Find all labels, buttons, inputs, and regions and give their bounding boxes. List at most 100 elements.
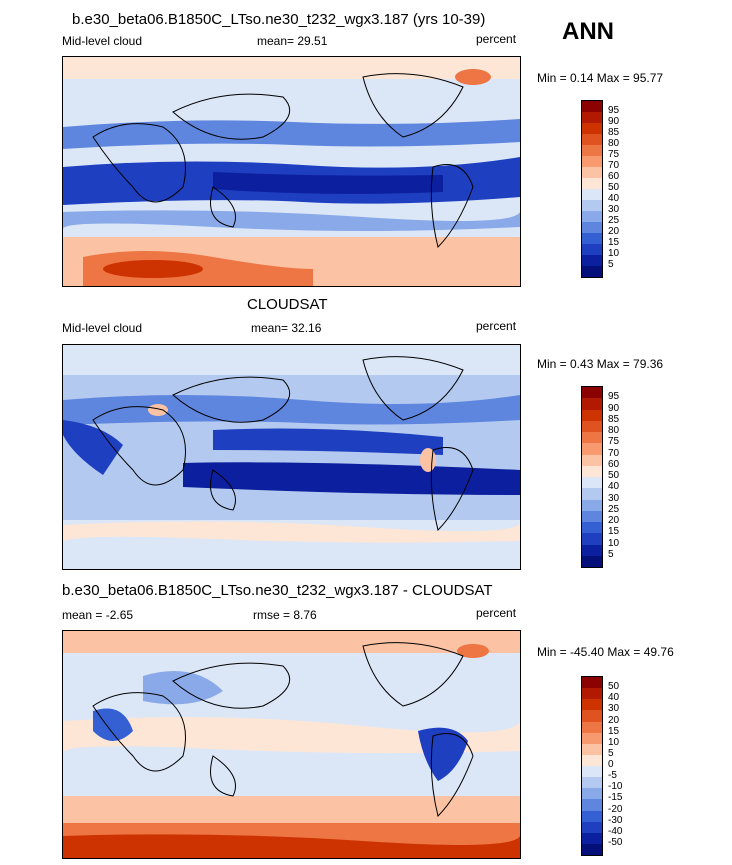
panel3-title: b.e30_beta06.B1850C_LTso.ne30_t232_wgx3.… [62,582,493,599]
colorbar-level-label: 70 [608,447,620,459]
colorbar-segment [582,454,602,466]
colorbar-segment [582,255,602,266]
colorbar-level-label: -5 [608,770,617,782]
panel1-colorbar-labels: 95 90 85 80 75 70 60 50 40 30 25 20 15 10 5 [608,100,648,276]
colorbar-segment [582,777,602,789]
colorbar-level-label: 10 [608,248,620,259]
panel2-minmax: Min = 0.43 Max = 79.36 [537,357,664,371]
colorbar-segment [582,810,602,822]
colorbar-segment [582,465,602,477]
panel2-mean: mean= 32.16 [251,321,322,335]
colorbar-level-label: 15 [608,725,620,737]
colorbar-segment [582,766,602,778]
colorbar-level-label: 15 [608,237,620,248]
panel1-left-label: Mid-level cloud [62,34,143,48]
colorbar-level-label: -40 [608,825,623,837]
colorbar-level-label: 95 [608,105,620,116]
season-label: ANN [562,18,614,45]
colorbar-segment [582,167,602,178]
colorbar-level-label: 80 [608,138,620,149]
colorbar-segment [582,799,602,811]
panel3-map [62,630,521,859]
panel3-minmax: Min = -45.40 Max = 49.76 [537,645,674,659]
colorbar-segment [582,156,602,167]
colorbar-segment [582,134,602,145]
colorbar-segment [582,754,602,766]
colorbar-segment [582,443,602,455]
colorbar-level-label: 30 [608,204,620,215]
colorbar-segment [582,743,602,755]
colorbar-segment [582,398,602,410]
colorbar-segment [582,832,602,844]
panel2-left-label: Mid-level cloud [62,321,143,335]
colorbar-level-label: 50 [608,182,620,193]
panel1-title: b.e30_beta06.B1850C_LTso.ne30_t232_wgx3.… [72,11,486,28]
colorbar-segment [582,244,602,255]
panel2-colorbar-labels: 95 90 85 80 75 70 60 50 40 30 25 20 15 10 5 [608,386,648,566]
colorbar-segment [582,112,602,123]
colorbar-level-label: 95 [608,391,620,403]
colorbar-level-label: 25 [608,503,620,515]
panel1-map [62,56,521,287]
colorbar-level-label: 90 [608,402,620,414]
panel1-mean: mean= 29.51 [257,34,328,48]
colorbar-segment [582,533,602,545]
colorbar-level-label: 25 [608,215,620,226]
panel3-mean: mean = -2.65 [62,608,134,622]
panel2-map [62,344,521,570]
colorbar-level-label: 80 [608,425,620,436]
colorbar-level-label: 50 [608,681,620,693]
colorbar-segment [582,409,602,421]
colorbar-segment [582,732,602,744]
colorbar-segment [582,488,602,500]
colorbar-level-label: 50 [608,470,620,481]
colorbar-level-label: 40 [608,692,620,704]
colorbar-segment [582,699,602,711]
panel2-colorbar [581,386,603,568]
colorbar-level-label: 85 [608,413,620,425]
colorbar-level-label: 20 [608,515,620,526]
colorbar-level-label: 10 [608,736,620,748]
colorbar-segment [582,477,602,489]
colorbar-level-label: 0 [608,759,614,770]
colorbar-segment [582,432,602,444]
colorbar-level-label: 60 [608,458,620,470]
colorbar-level-label: -15 [608,792,623,804]
colorbar-level-label: 75 [608,149,620,160]
colorbar-level-label: -50 [608,836,623,848]
colorbar-level-label: 60 [608,171,620,182]
colorbar-level-label: 10 [608,537,620,549]
panel3-colorbar-labels: 50 40 30 20 15 10 5 0 -5 -10 -15 -20 -30 -40 -50 [608,676,648,854]
colorbar-level-label: -10 [608,781,623,793]
colorbar-segment [582,710,602,722]
colorbar-segment [582,544,602,556]
colorbar-segment [582,555,602,567]
colorbar-level-label: -30 [608,814,623,826]
colorbar-segment [582,843,602,855]
colorbar-segment [582,420,602,432]
panel3-units: percent [476,606,517,620]
colorbar-level-label: 85 [608,127,620,138]
panel2-title: CLOUDSAT [247,296,328,313]
colorbar-level-label: 70 [608,160,620,171]
colorbar-level-label: -20 [608,803,623,815]
panel1-minmax: Min = 0.14 Max = 95.77 [537,71,664,85]
colorbar-level-label: 5 [608,548,614,560]
colorbar-level-label: 5 [608,747,614,759]
colorbar-segment [582,788,602,800]
colorbar-segment [582,821,602,833]
colorbar-level-label: 75 [608,436,620,448]
colorbar-level-label: 40 [608,193,620,204]
panel3-rmse: rmse = 8.76 [253,608,317,622]
colorbar-segment [582,189,602,200]
colorbar-level-label: 90 [608,116,620,127]
colorbar-level-label: 15 [608,526,620,538]
colorbar-segment [582,178,602,189]
colorbar-segment [582,499,602,511]
colorbar-segment [582,233,602,244]
colorbar-level-label: 30 [608,703,620,715]
colorbar-level-label: 20 [608,714,620,726]
colorbar-segment [582,721,602,733]
colorbar-segment [582,145,602,156]
panel2-units: percent [476,319,517,333]
